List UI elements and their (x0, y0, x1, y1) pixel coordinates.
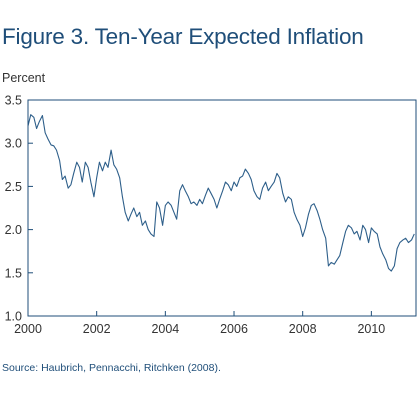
x-tick-label: 2004 (151, 322, 179, 336)
y-axis-ticks: 1.0 1.5 2.0 2.5 3.0 3.5 (5, 94, 33, 324)
source-note: Source: Haubrich, Pennacchi, Ritchken (2… (2, 362, 221, 374)
series-line (27, 114, 415, 272)
y-tick-label: 1.0 (5, 310, 22, 324)
y-tick-label: 3.0 (5, 137, 22, 151)
x-tick-label: 2008 (289, 322, 317, 336)
plot-frame (27, 99, 417, 317)
x-axis-ticks: 2000 2002 2004 2006 2008 2010 (14, 311, 385, 336)
y-tick-label: 2.0 (5, 223, 22, 237)
x-tick-label: 2000 (14, 322, 42, 336)
x-tick-label: 2006 (220, 322, 248, 336)
x-tick-label: 2010 (357, 322, 385, 336)
y-tick-label: 3.5 (5, 94, 22, 108)
y-tick-label: 2.5 (5, 180, 22, 194)
y-tick-label: 1.5 (5, 266, 22, 280)
chart-title: Figure 3. Ten-Year Expected Inflation (2, 24, 364, 49)
y-axis-label: Percent (2, 71, 46, 85)
x-tick-label: 2002 (83, 322, 111, 336)
